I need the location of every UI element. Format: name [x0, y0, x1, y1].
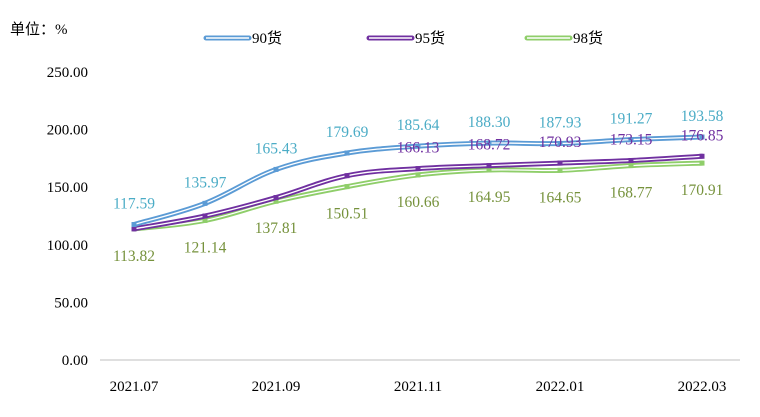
data-label: 170.91: [681, 182, 724, 199]
legend-label: 98货: [573, 30, 603, 47]
series-point: [699, 153, 705, 159]
series-line-group: [131, 160, 705, 232]
series-point: [131, 222, 137, 228]
series-point: [557, 160, 563, 166]
data-label: 168.72: [468, 137, 511, 154]
series-point: [415, 166, 421, 172]
x-tick-label: 2022.01: [536, 379, 585, 395]
data-label: 176.85: [681, 127, 724, 144]
x-tick-label: 2021.09: [252, 379, 301, 395]
data-label: 187.93: [539, 115, 582, 132]
data-labels: 117.59 135.97 165.43 179.69 185.64 188.30 187.…: [113, 108, 724, 265]
series-layer: [131, 134, 705, 232]
y-tick-label: 200.00: [47, 123, 88, 139]
series-line-group: [131, 134, 705, 228]
y-tick-label: 0.00: [62, 353, 88, 369]
series-point: [486, 163, 492, 169]
y-tick-label: 100.00: [47, 238, 88, 254]
data-label: 185.64: [397, 117, 440, 134]
y-tick-label: 150.00: [47, 180, 88, 196]
data-label: 135.97: [184, 174, 227, 191]
series-point: [486, 167, 492, 173]
series-point: [628, 163, 634, 169]
x-tick-label: 2021.07: [110, 379, 159, 395]
legend-item: 95货: [366, 30, 445, 47]
series-point: [273, 195, 279, 201]
series-point: [699, 160, 705, 166]
data-label: 137.81: [255, 220, 298, 237]
data-label: 164.65: [539, 189, 582, 206]
data-label: 117.59: [113, 196, 155, 213]
legend-item: 98货: [524, 30, 603, 47]
series-point: [699, 134, 705, 140]
y-tick-label: 50.00: [54, 295, 88, 311]
series-point: [202, 213, 208, 219]
series-point: [628, 137, 634, 143]
x-tick-label: 2021.11: [394, 379, 442, 395]
legend-item: 90货: [203, 30, 282, 47]
series-point: [344, 184, 350, 190]
data-label: 168.77: [610, 185, 653, 202]
legend-label: 90货: [252, 30, 282, 47]
series-point: [202, 200, 208, 206]
data-label: 188.30: [468, 114, 511, 131]
y-tick-label: 250.00: [47, 65, 88, 81]
data-label: 121.14: [184, 239, 227, 256]
data-label: 160.66: [397, 194, 440, 211]
series-point: [131, 226, 137, 232]
data-label: 173.15: [610, 132, 653, 149]
series-point: [202, 217, 208, 223]
data-label: 164.95: [468, 189, 511, 206]
data-label: 179.69: [326, 124, 369, 141]
data-label: 150.51: [326, 206, 369, 223]
series-point: [628, 158, 634, 164]
series-point: [415, 172, 421, 178]
data-label: 113.82: [113, 248, 155, 265]
data-label: 165.43: [255, 140, 298, 157]
legend-label: 95货: [415, 30, 445, 47]
series-point: [415, 143, 421, 149]
series-line-group: [131, 153, 705, 232]
series-point: [486, 140, 492, 146]
data-label: 193.58: [681, 108, 724, 125]
axes: 0.00 50.00 100.00 150.00 200.00 250.00 2021.07…: [47, 65, 740, 395]
series-point: [344, 150, 350, 156]
series-point: [557, 141, 563, 147]
data-label: 191.27: [610, 111, 653, 128]
series-point: [273, 198, 279, 204]
series-point: [557, 167, 563, 173]
legend: 90货 95货 98货: [203, 30, 603, 47]
series-point: [273, 166, 279, 172]
data-label: 170.93: [539, 134, 582, 151]
unit-label: 单位：%: [10, 21, 68, 38]
series-point: [344, 173, 350, 179]
data-label: 166.13: [397, 140, 440, 157]
x-tick-label: 2022.03: [678, 379, 727, 395]
